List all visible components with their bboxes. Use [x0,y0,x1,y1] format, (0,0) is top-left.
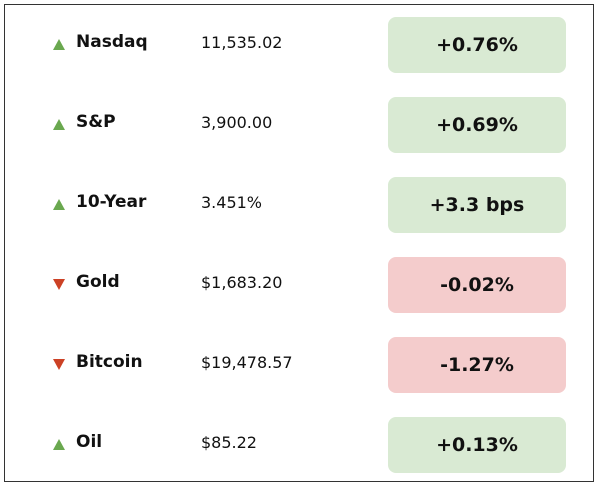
trend-arrow [53,279,65,290]
asset-name: 10-Year [76,192,147,212]
asset-price: 3.451% [201,193,263,212]
trend-arrow [53,119,65,130]
asset-name: Oil [76,432,103,452]
asset-name: Nasdaq [76,32,148,52]
asset-name: S&P [76,112,116,132]
trend-arrow [53,439,65,450]
market-row: 10-Year 3.451% +3.3 bps [5,165,593,245]
asset-change: -1.27% [388,337,566,393]
asset-price: $85.22 [201,433,257,452]
asset-change: +0.76% [388,17,566,73]
asset-price: 11,535.02 [201,33,283,52]
market-row: Bitcoin $19,478.57 -1.27% [5,325,593,405]
asset-price: 3,900.00 [201,113,273,132]
trend-arrow [53,199,65,210]
trend-arrow [53,39,65,50]
market-row: S&P 3,900.00 +0.69% [5,85,593,165]
asset-name: Bitcoin [76,352,143,372]
asset-change: -0.02% [388,257,566,313]
asset-name: Gold [76,272,120,292]
asset-change: +0.13% [388,417,566,473]
market-row: Oil $85.22 +0.13% [5,405,593,485]
market-row: Gold $1,683.20 -0.02% [5,245,593,325]
trend-arrow [53,359,65,370]
asset-price: $1,683.20 [201,273,283,292]
asset-price: $19,478.57 [201,353,293,372]
market-row: Nasdaq 11,535.02 +0.76% [5,5,593,85]
market-table: Nasdaq 11,535.02 +0.76% S&P 3,900.00 +0.69% 10… [4,4,594,482]
asset-change: +3.3 bps [388,177,566,233]
asset-change: +0.69% [388,97,566,153]
